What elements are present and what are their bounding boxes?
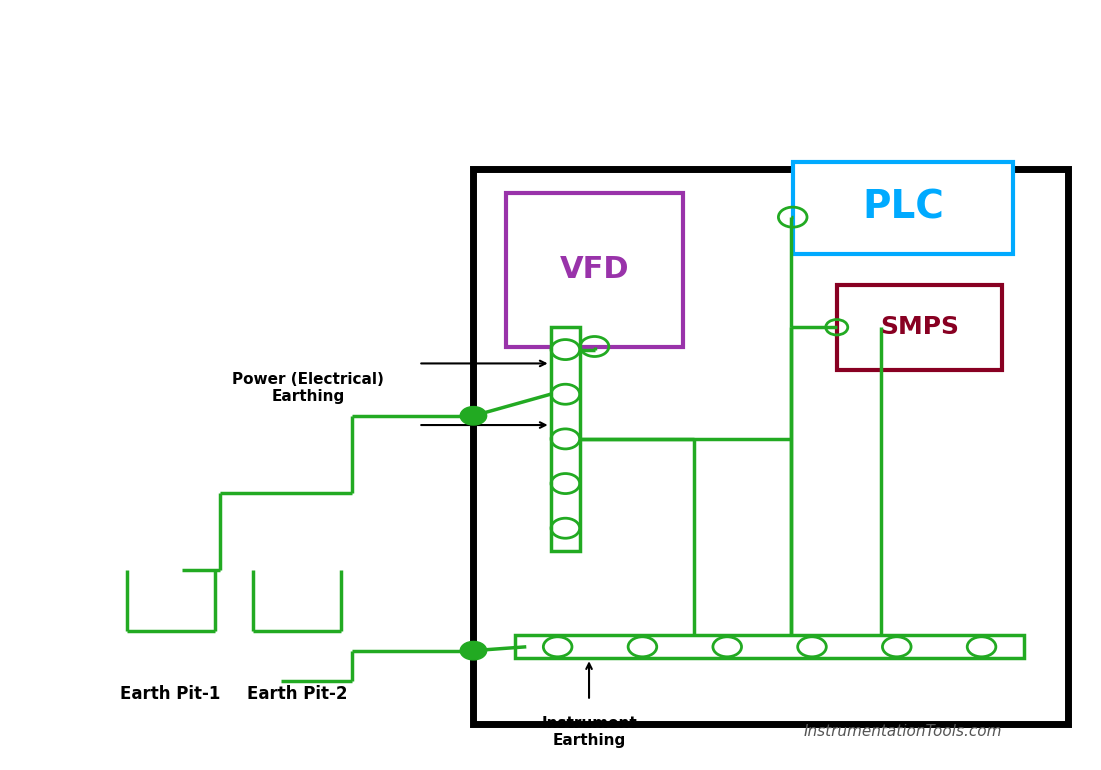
Bar [793,162,1013,254]
Text: SMPS: SMPS [880,315,959,340]
Bar [837,285,1002,370]
Text: PLC: PLC [862,189,944,227]
Text: VFD: VFD [559,255,630,284]
Circle shape [460,407,487,425]
Bar [515,635,1024,658]
Circle shape [460,641,487,660]
Bar [473,169,1068,724]
Bar [506,192,683,346]
Text: InstrumentationTools.com: InstrumentationTools.com [804,725,1002,739]
Text: Earth Pit-2: Earth Pit-2 [247,685,348,703]
Text: Power (Electrical)
Earthing: Power (Electrical) Earthing [232,372,384,404]
Text: Earth Pit-1: Earth Pit-1 [120,685,221,703]
Bar [550,327,580,551]
Text: Instrument
Earthing: Instrument Earthing [542,716,636,748]
